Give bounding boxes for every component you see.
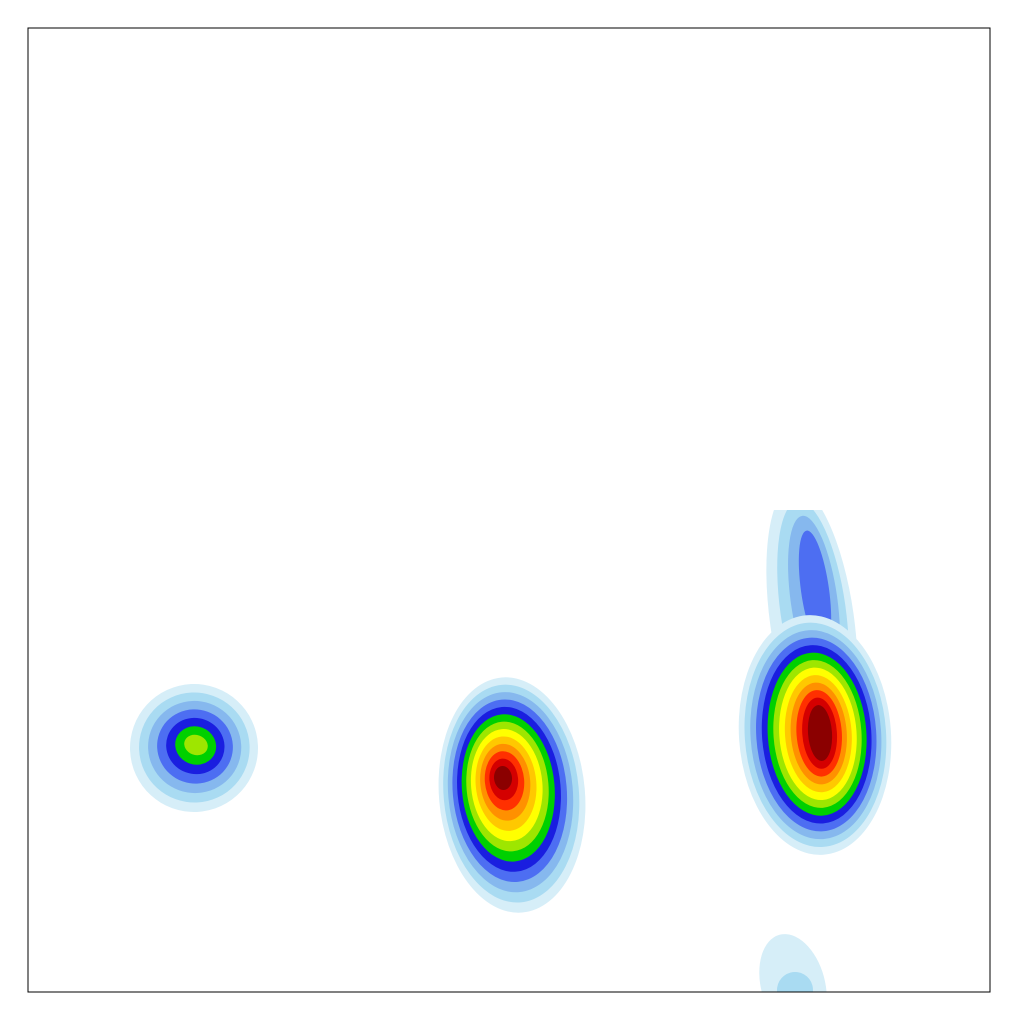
plot-area [129, 510, 892, 992]
plot-frame [27, 27, 991, 993]
contour-level [777, 972, 813, 992]
contour-group [738, 510, 892, 855]
contour-level [184, 734, 208, 756]
contour-level [807, 705, 833, 761]
contour-level [493, 766, 513, 790]
